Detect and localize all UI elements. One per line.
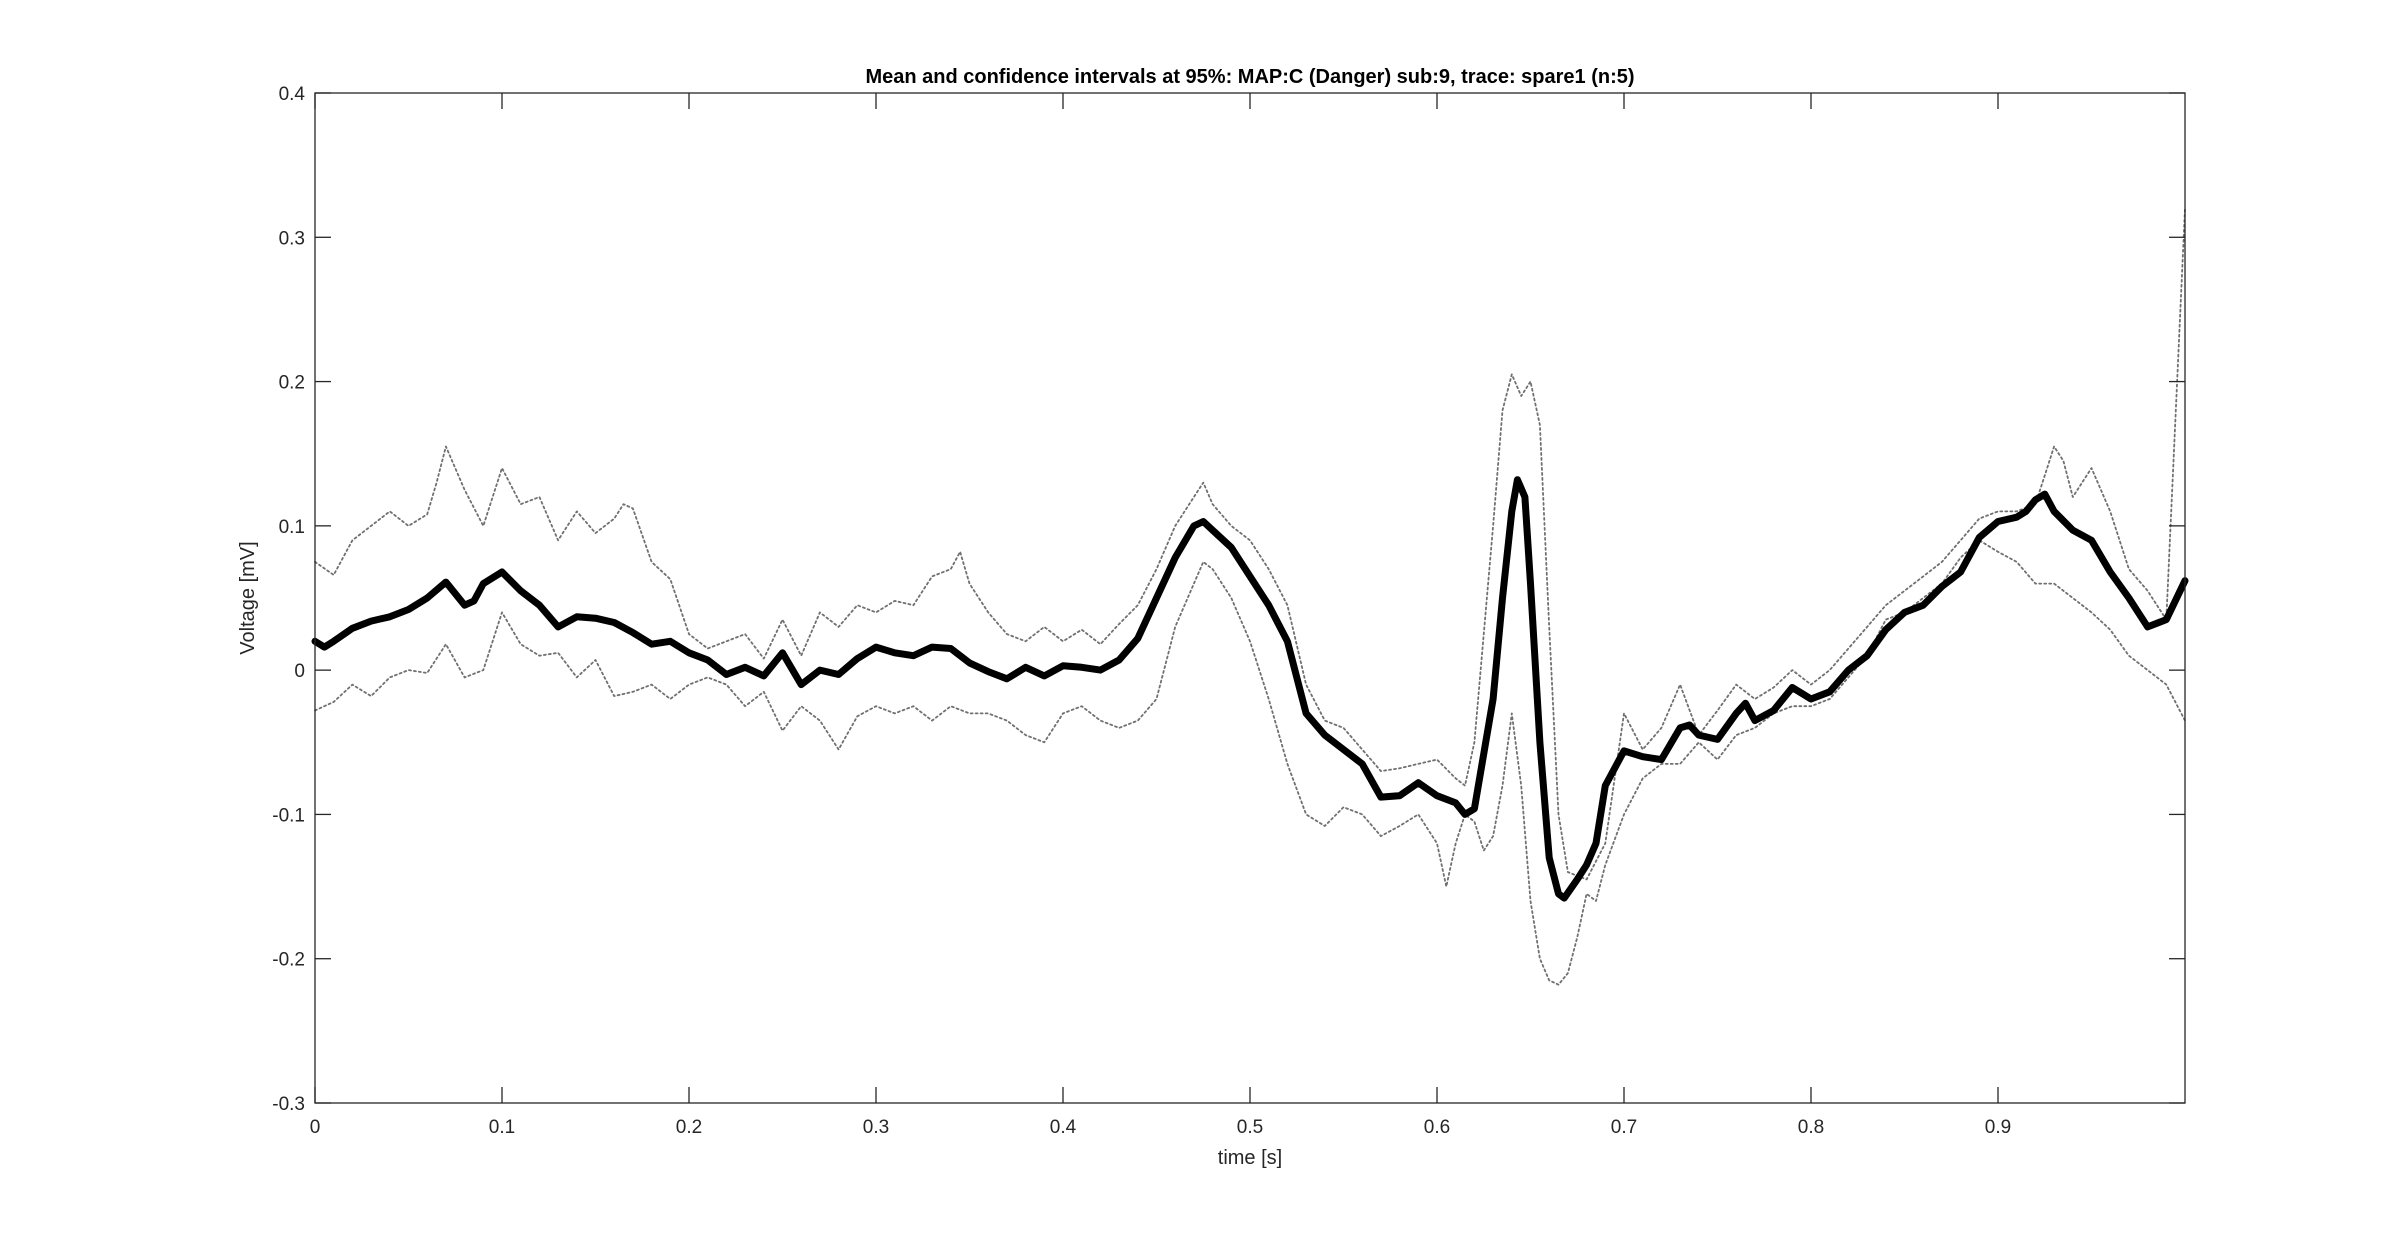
y-tick-label: 0.2 <box>279 373 305 394</box>
y-tick-label: 0.3 <box>279 228 305 249</box>
y-tick-label: -0.2 <box>272 950 305 971</box>
y-tick-label: 0.1 <box>279 517 305 538</box>
x-tick-label: 0.6 <box>1424 1117 1450 1138</box>
y-tick-label: 0.4 <box>279 84 306 105</box>
x-axis-label: time [s] <box>1218 1147 1282 1169</box>
series-layer <box>311 207 2189 986</box>
tick-layer: 0 0.1 0.2 0.3 0.4 0.5 0.6 0.7 0.8 0.9 0.4 0.3 0.2 0.1… <box>272 84 2185 1138</box>
y-tick-label: -0.1 <box>272 805 305 826</box>
y-axis-label: Voltage [mV] <box>237 541 259 654</box>
y-tick-label: -0.3 <box>272 1094 305 1115</box>
x-tick-label: 0.4 <box>1050 1117 1077 1138</box>
mean-line <box>311 476 2189 902</box>
chart-title: Mean and confidence intervals at 95%: MA… <box>865 66 1634 88</box>
x-tick-label: 0.9 <box>1985 1117 2011 1138</box>
lower-ci-line <box>314 539 2186 986</box>
upper-ci-line <box>314 207 2186 881</box>
y-tick-label: 0 <box>294 661 305 682</box>
x-tick-label: 0.1 <box>489 1117 515 1138</box>
x-tick-label: 0.2 <box>676 1117 702 1138</box>
x-tick-label: 0.7 <box>1611 1117 1637 1138</box>
x-tick-label: 0.3 <box>863 1117 889 1138</box>
x-tick-label: 0 <box>310 1117 321 1138</box>
x-tick-label: 0.8 <box>1798 1117 1824 1138</box>
x-tick-label: 0.5 <box>1237 1117 1263 1138</box>
plot-area <box>315 93 2185 1103</box>
